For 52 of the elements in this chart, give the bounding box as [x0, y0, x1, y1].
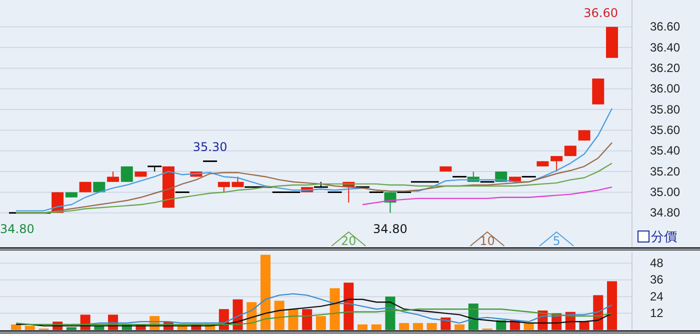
y-tick-label: 24 [650, 289, 664, 304]
bar [440, 317, 451, 330]
bar [344, 282, 354, 330]
y-tick-label: 36.20 [650, 61, 680, 76]
annotation: 34.80 [373, 222, 408, 236]
candlestick [107, 171, 120, 182]
y-tick-label: 35.00 [650, 185, 680, 200]
text: 20 [341, 234, 356, 248]
bar [593, 295, 604, 330]
bar [385, 296, 396, 330]
y-tick-label: 35.40 [650, 144, 680, 158]
bar [11, 324, 21, 330]
line-series [15, 308, 613, 326]
bar [412, 323, 423, 330]
bar [330, 288, 340, 330]
bar [371, 324, 382, 330]
bar [426, 323, 437, 330]
y-tick-label: 35.20 [650, 164, 680, 178]
bar [454, 324, 465, 330]
bar [579, 322, 590, 330]
bar [358, 324, 368, 330]
text: 10 [480, 234, 495, 248]
bar [24, 326, 35, 330]
candlestick [120, 166, 133, 182]
candlestick [550, 156, 563, 172]
bar [399, 323, 410, 330]
annotation: 35.30 [192, 140, 228, 154]
line-series [15, 162, 613, 214]
annotation: 36.60 [584, 6, 618, 20]
y-tick-label: 34.80 [650, 206, 680, 220]
bar [316, 316, 326, 330]
y-tick-label: 35.80 [650, 102, 680, 116]
y-tick-label: 36.60 [650, 20, 680, 34]
bar [274, 300, 284, 330]
bar [260, 254, 270, 330]
bar [302, 309, 312, 330]
y-tick-label: 36.40 [650, 40, 680, 54]
bar [66, 327, 76, 330]
y-tick-label: 48 [650, 256, 664, 270]
y-tick-label: 35.60 [650, 123, 680, 138]
annotation: 34.80 [0, 222, 34, 236]
bar [607, 281, 617, 330]
bar [524, 323, 534, 330]
y-tick-label: 36 [650, 272, 664, 287]
y-tick-label: 36.00 [650, 82, 680, 96]
line-series [15, 298, 613, 326]
y-tick-label: 12 [650, 306, 664, 320]
line-series [15, 108, 613, 212]
text: 5 [552, 234, 560, 248]
text: 分價 [651, 230, 677, 245]
bar [288, 309, 298, 330]
line-series [362, 186, 613, 206]
